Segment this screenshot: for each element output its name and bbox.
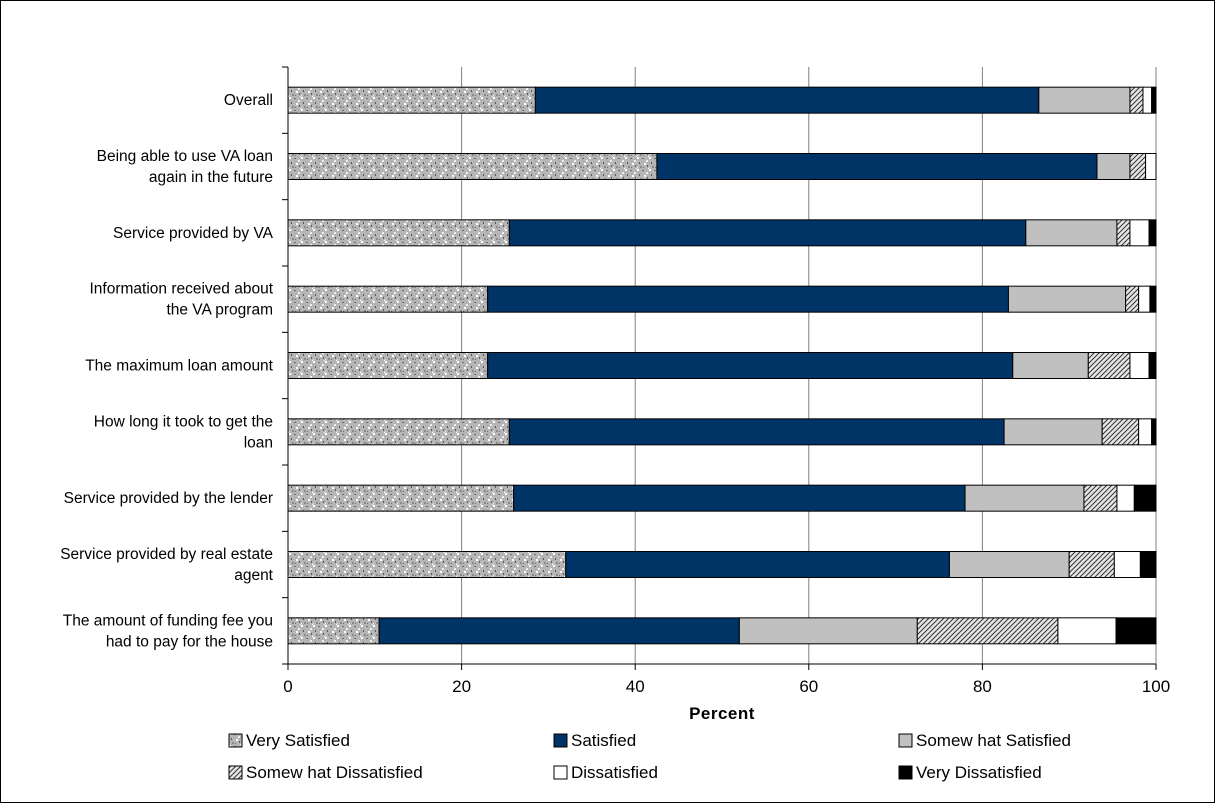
x-tick-label: 0 <box>283 677 292 696</box>
bar-segment-very-satisfied <box>287 86 536 114</box>
category-label-line: Service provided by the lender <box>64 490 273 507</box>
category-label-line: Being able to use VA loan <box>97 148 273 165</box>
category-label-line: Service provided by VA <box>113 225 274 242</box>
bar-segment-satisfied <box>487 285 1009 313</box>
bar-segment-very-satisfied <box>287 551 567 578</box>
category-label-line: Service provided by real estate <box>60 546 273 563</box>
bar-segment-somew-hat-dissatisfied <box>1116 219 1131 247</box>
bar-segment-somew-hat-satisfied <box>1003 418 1103 446</box>
bar-segment-satisfied <box>508 418 1005 446</box>
x-tick-label: 60 <box>799 677 818 696</box>
x-axis-title: Percent <box>689 704 755 723</box>
bar-segment-somew-hat-dissatisfied <box>1068 551 1115 578</box>
category-label: Overall <box>224 92 273 109</box>
category-label: Service provided by VA <box>113 225 274 242</box>
bar-segment-dissatisfied <box>1145 153 1157 180</box>
category-label: Being able to use VA loan again in the fu… <box>97 148 273 186</box>
x-tick-label: 40 <box>626 677 645 696</box>
bar-segment-somew-hat-dissatisfied <box>916 617 1059 645</box>
bar-segment-dissatisfied <box>1057 617 1117 645</box>
bar-segment-somew-hat-dissatisfied <box>1101 418 1140 446</box>
legend-swatch <box>553 733 568 748</box>
category-label-line: again in the future <box>149 169 273 186</box>
legend-label: Somew hat Satisfied <box>916 731 1071 750</box>
bar-segment-very-satisfied <box>287 219 510 247</box>
bar-segment-very-dissatisfied <box>1133 484 1157 512</box>
x-tick-label: 20 <box>452 677 471 696</box>
legend-swatch <box>228 765 243 780</box>
legend-swatch <box>553 765 568 780</box>
bar-segment-very-satisfied <box>287 617 380 645</box>
bar-segment-somew-hat-satisfied <box>1012 352 1089 379</box>
bar-segment-somew-hat-satisfied <box>964 484 1085 512</box>
bar-segment-very-dissatisfied <box>1149 285 1157 313</box>
bar-segment-somew-hat-satisfied <box>738 617 918 645</box>
bar-segment-somew-hat-satisfied <box>1025 219 1118 247</box>
category-label-line: The maximum loan amount <box>85 358 273 375</box>
bar-segment-dissatisfied <box>1129 219 1150 247</box>
legend-swatch <box>228 733 243 748</box>
bar-segment-dissatisfied <box>1113 551 1141 578</box>
bar-segment-satisfied <box>534 86 1040 114</box>
x-tick-label: 80 <box>973 677 992 696</box>
bar-segment-somew-hat-satisfied <box>1038 86 1131 114</box>
bar-segment-very-dissatisfied <box>1148 219 1157 247</box>
bar-segment-dissatisfied <box>1138 418 1153 446</box>
legend-label: Very Satisfied <box>246 731 350 750</box>
category-label: The maximum loan amount <box>85 358 273 375</box>
category-label-line: agent <box>234 567 273 584</box>
category-label-line: had to pay for the house <box>106 633 273 650</box>
bar-segment-somew-hat-satisfied <box>1096 153 1131 180</box>
bar-segment-dissatisfied <box>1138 285 1151 313</box>
bar-segment-satisfied <box>656 153 1098 180</box>
bar-segment-very-dissatisfied <box>1151 86 1157 114</box>
category-label: The amount of funding fee you had to pay … <box>63 612 273 650</box>
category-label: Service provided by the lender <box>64 490 273 507</box>
bar-segment-satisfied <box>513 484 966 512</box>
category-label-line: Information received about <box>89 281 273 298</box>
legend-label: Satisfied <box>571 731 636 750</box>
bar-segment-very-dissatisfied <box>1148 352 1157 379</box>
bar-segment-dissatisfied <box>1129 352 1150 379</box>
x-tick-label: 100 <box>1142 677 1170 696</box>
category-label: Service provided by real estate agent <box>60 546 273 584</box>
bar-segment-somew-hat-dissatisfied <box>1129 86 1144 114</box>
legend-swatch <box>898 733 913 748</box>
bar-segment-very-dissatisfied <box>1115 617 1157 645</box>
bar-segment-very-satisfied <box>287 285 489 313</box>
bar-segment-dissatisfied <box>1116 484 1135 512</box>
bar-segment-very-satisfied <box>287 352 489 379</box>
legend-label: Somew hat Dissatisfied <box>246 763 423 782</box>
legend-label: Very Dissatisfied <box>916 763 1042 782</box>
bar-segment-somew-hat-satisfied <box>948 551 1070 578</box>
category-label-line: loan <box>244 434 273 451</box>
bar-segment-very-dissatisfied <box>1151 418 1157 446</box>
bar-segment-very-satisfied <box>287 418 510 446</box>
bar-segment-dissatisfied <box>1142 86 1153 114</box>
category-label-line: the VA program <box>166 302 273 319</box>
legend-label: Dissatisfied <box>571 763 658 782</box>
bar-segment-very-dissatisfied <box>1139 551 1157 578</box>
bar-segment-very-satisfied <box>287 153 658 180</box>
bar-segment-somew-hat-dissatisfied <box>1087 352 1131 379</box>
category-label-line: Overall <box>224 92 273 109</box>
bar-segment-very-satisfied <box>287 484 515 512</box>
bar-segment-satisfied <box>378 617 740 645</box>
category-label-line: How long it took to get the <box>94 413 273 430</box>
bar-segment-satisfied <box>508 219 1027 247</box>
bar-segment-somew-hat-satisfied <box>1007 285 1127 313</box>
bar-segment-satisfied <box>565 551 950 578</box>
category-label: How long it took to get the loan <box>94 413 273 451</box>
bar-segment-somew-hat-dissatisfied <box>1129 153 1147 180</box>
category-label-line: The amount of funding fee you <box>63 612 273 629</box>
bar-segment-somew-hat-dissatisfied <box>1125 285 1140 313</box>
bar-segment-somew-hat-dissatisfied <box>1083 484 1118 512</box>
category-label: Information received about the VA program <box>89 281 273 319</box>
legend-swatch <box>898 765 913 780</box>
bar-segment-satisfied <box>487 352 1014 379</box>
